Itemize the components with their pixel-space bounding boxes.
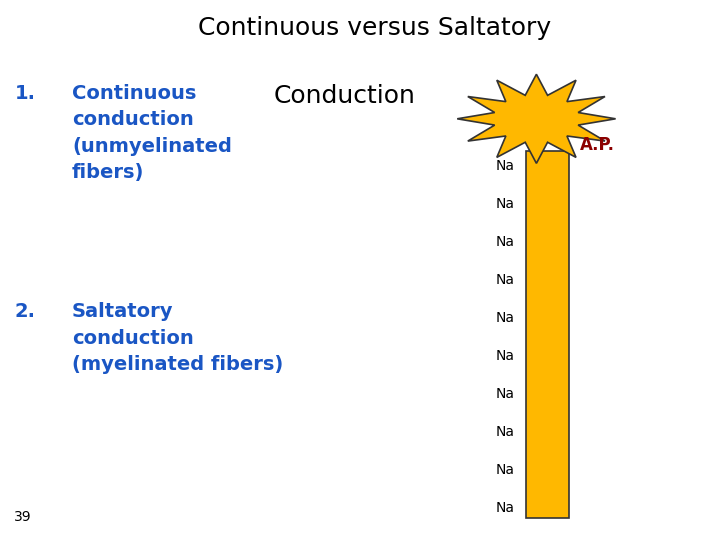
- Text: 39: 39: [14, 510, 32, 524]
- Text: Saltatory
conduction
(myelinated fibers): Saltatory conduction (myelinated fibers): [72, 302, 283, 374]
- Text: A.P.: A.P.: [580, 136, 615, 154]
- Polygon shape: [457, 74, 616, 163]
- Text: Na: Na: [496, 197, 515, 211]
- Text: Continuous
conduction
(unmyelinated
fibers): Continuous conduction (unmyelinated fibe…: [72, 84, 232, 182]
- Bar: [526, 151, 569, 518]
- Text: Na: Na: [496, 273, 515, 287]
- Text: Na: Na: [496, 463, 515, 477]
- Text: Na: Na: [496, 311, 515, 325]
- Text: Na: Na: [496, 424, 515, 438]
- Text: Na: Na: [496, 501, 515, 515]
- Text: Na: Na: [496, 387, 515, 401]
- Text: Na: Na: [496, 159, 515, 173]
- Text: Na: Na: [496, 349, 515, 363]
- Text: 2.: 2.: [14, 302, 35, 321]
- Text: Continuous versus Saltatory: Continuous versus Saltatory: [198, 16, 551, 40]
- Text: Conduction: Conduction: [274, 84, 415, 107]
- Text: Na: Na: [496, 235, 515, 249]
- Text: 1.: 1.: [14, 84, 35, 103]
